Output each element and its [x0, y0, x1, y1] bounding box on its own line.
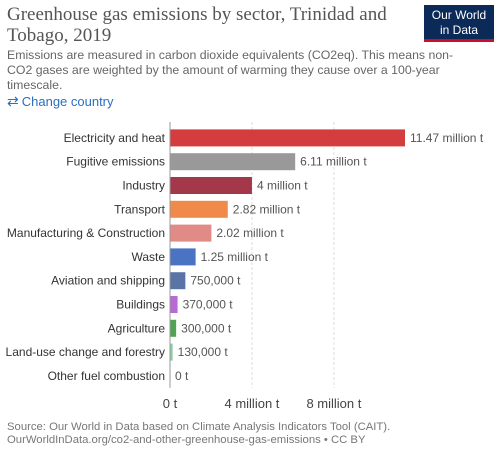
- bar[interactable]: [170, 296, 178, 313]
- bar[interactable]: [170, 200, 228, 218]
- value-label: 750,000 t: [190, 274, 241, 288]
- category-label: Other fuel combustion: [48, 369, 165, 383]
- bar[interactable]: [170, 319, 177, 337]
- value-label: 2.82 million t: [233, 202, 301, 216]
- logo-line-1: Our World: [431, 8, 487, 22]
- logo-line-2: in Data: [439, 23, 479, 37]
- bar[interactable]: [170, 129, 405, 147]
- source-line-2[interactable]: OurWorldInData.org/co2-and-other-greenho…: [7, 434, 366, 446]
- category-label: Buildings: [116, 298, 165, 312]
- category-label: Agriculture: [108, 321, 166, 335]
- bar[interactable]: [170, 248, 196, 266]
- chart-subtitle: Emissions are measured in carbon dioxide…: [7, 48, 454, 92]
- category-label: Manufacturing & Construction: [7, 226, 165, 240]
- x-tick-label: 0 t: [163, 396, 178, 411]
- category-label: Aviation and shipping: [51, 274, 165, 288]
- value-label: 300,000 t: [181, 321, 232, 335]
- chart-title: Greenhouse gas emissions by sector, Trin…: [7, 4, 387, 46]
- category-label: Fugitive emissions: [66, 155, 165, 169]
- category-label: Land-use change and forestry: [6, 345, 165, 359]
- category-label: Industry: [122, 179, 165, 193]
- x-tick-label: 4 million t: [224, 396, 279, 411]
- bar[interactable]: [170, 343, 173, 361]
- swap-arrows-icon: ⇄: [7, 93, 19, 109]
- bar[interactable]: [170, 153, 296, 171]
- value-label: 0 t: [175, 369, 189, 383]
- value-label: 130,000 t: [178, 345, 229, 359]
- value-label: 2.02 million t: [216, 226, 284, 240]
- bar[interactable]: [170, 224, 212, 242]
- value-label: 6.11 million t: [300, 155, 367, 169]
- value-label: 4 million t: [257, 179, 308, 193]
- value-label: 11.47 million t: [410, 131, 484, 145]
- category-label: Transport: [114, 202, 166, 216]
- bar-chart: Electricity and heat 11.47 million t Fugit…: [6, 122, 484, 411]
- bar[interactable]: [170, 272, 186, 290]
- source-note: Source: Our World in Data based on Clima…: [7, 421, 497, 447]
- category-label: Electricity and heat: [64, 131, 166, 145]
- change-country-button[interactable]: ⇄ Change country: [7, 93, 114, 110]
- owid-logo[interactable]: Our World in Data: [424, 5, 494, 42]
- change-country-label: Change country: [21, 94, 114, 109]
- category-label: Waste: [131, 250, 165, 264]
- bar[interactable]: [170, 177, 252, 194]
- source-line-1: Source: Our World in Data based on Clima…: [7, 421, 391, 433]
- value-label: 370,000 t: [183, 298, 234, 312]
- x-tick-label: 8 million t: [306, 396, 361, 411]
- value-label: 1.25 million t: [201, 250, 269, 264]
